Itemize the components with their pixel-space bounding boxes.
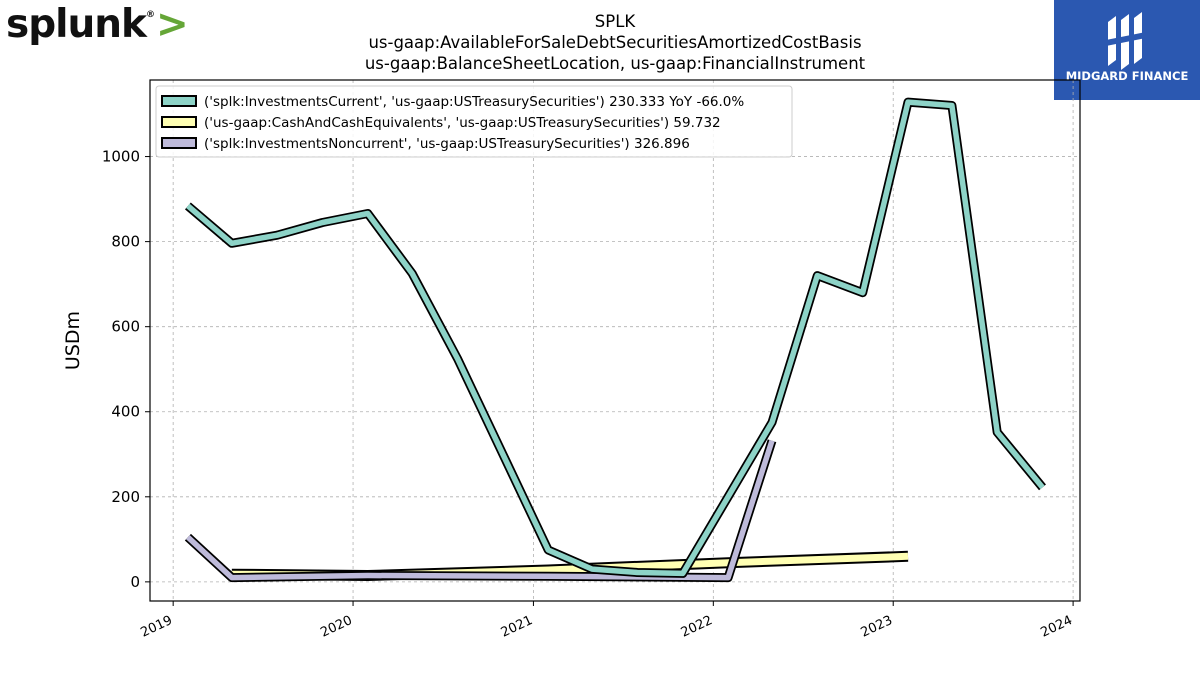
chart-title-line: SPLK: [595, 12, 637, 31]
chart-title: SPLK us-gaap:AvailableForSaleDebtSecuriti…: [365, 12, 866, 73]
chart-title-line: us-gaap:AvailableForSaleDebtSecuritiesAm…: [368, 33, 861, 52]
series-lines: [184, 97, 1046, 583]
splunk-logo: splunk®>: [6, 2, 189, 47]
legend-box: [155, 85, 793, 158]
y-tick-label: 1000: [102, 148, 140, 166]
legend-swatch: [161, 137, 197, 149]
legend: ('splk:InvestmentsCurrent', 'us-gaap:UST…: [155, 85, 793, 158]
series-outline-investments-noncurrent: [184, 439, 777, 583]
x-tick-label: 2023: [859, 613, 895, 641]
x-tick-label: 2024: [1038, 613, 1074, 641]
legend-swatch: [161, 95, 197, 107]
splunk-logo-mark: ®: [145, 10, 155, 20]
legend-entry: ('splk:InvestmentsNoncurrent', 'us-gaap:…: [204, 136, 690, 152]
legend-entry: ('us-gaap:CashAndCashEquivalents', 'us-g…: [204, 115, 721, 131]
y-tick-label: 400: [111, 403, 140, 421]
legend-entry: ('splk:InvestmentsCurrent', 'us-gaap:UST…: [204, 94, 744, 110]
series-line-investments-noncurrent: [186, 439, 775, 581]
midgard-finance-logo-text: MIDGARD FINANCE: [1065, 69, 1189, 83]
x-tick-label: 2022: [679, 613, 715, 641]
grid-lines: [150, 80, 1080, 601]
x-tick-label: 2021: [499, 613, 535, 641]
legend-swatch: [161, 116, 197, 128]
y-tick-label: 200: [111, 488, 140, 506]
midgard-finance-logo: MIDGARD FINANCE: [1054, 0, 1200, 100]
x-tick-label: 2019: [139, 613, 175, 641]
series-line-investments-current: [186, 99, 1045, 577]
y-axis-label: USDm: [62, 311, 84, 370]
y-tick-label: 0: [130, 573, 140, 591]
plot-frame: [149, 79, 1081, 602]
splunk-logo-chevron: >: [155, 2, 189, 47]
splunk-logo-text: splunk: [6, 2, 147, 47]
series-outline-investments-current: [184, 97, 1046, 578]
x-tick-label: 2020: [318, 613, 354, 641]
y-tick-label: 800: [111, 233, 140, 251]
y-tick-label: 600: [111, 318, 140, 336]
midgard-mark-icon: [1106, 12, 1146, 70]
chart-title-line: us-gaap:BalanceSheetLocation, us-gaap:Fi…: [365, 54, 866, 73]
